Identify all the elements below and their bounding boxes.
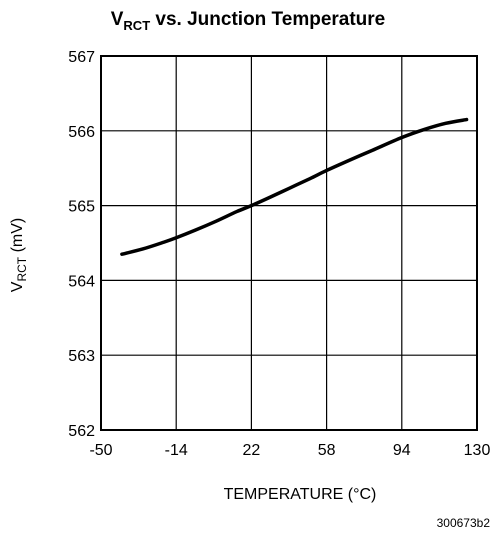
y-tick-label: 565 — [68, 199, 95, 216]
chart-title-symbol: V — [111, 9, 124, 30]
y-axis-label: VRCT (mV) — [9, 218, 29, 292]
y-tick-label: 562 — [68, 423, 95, 440]
x-tick-label: 22 — [243, 442, 261, 459]
x-tick-label: 94 — [393, 442, 411, 459]
x-tick-label: -14 — [165, 442, 188, 459]
y-axis-label-rest: (mV) — [9, 218, 26, 257]
x-tick-label: 58 — [318, 442, 336, 459]
x-tick-label: -50 — [89, 442, 112, 459]
grid-lines — [101, 56, 477, 430]
y-tick-label: 566 — [68, 124, 95, 141]
figure-id: 300673b2 — [437, 516, 491, 530]
chart-title-subscript: RCT — [123, 18, 150, 33]
chart-title-rest: vs. Junction Temperature — [150, 9, 385, 30]
chart-title: VRCT vs. Junction Temperature — [111, 9, 386, 33]
x-tick-labels: -50 -14 22 58 94 130 — [89, 442, 490, 459]
y-tick-labels: 562 563 564 565 566 567 — [68, 49, 95, 440]
y-tick-label: 567 — [68, 49, 95, 66]
y-axis-label-subscript: RCT — [15, 256, 29, 281]
series-line — [120, 117, 469, 256]
y-tick-label: 563 — [68, 348, 95, 365]
x-axis-label: TEMPERATURE (°C) — [224, 486, 377, 503]
x-tick-label: 130 — [464, 442, 491, 459]
data-series — [120, 117, 469, 256]
y-axis-label-symbol: V — [9, 281, 26, 292]
y-tick-label: 564 — [68, 273, 95, 290]
